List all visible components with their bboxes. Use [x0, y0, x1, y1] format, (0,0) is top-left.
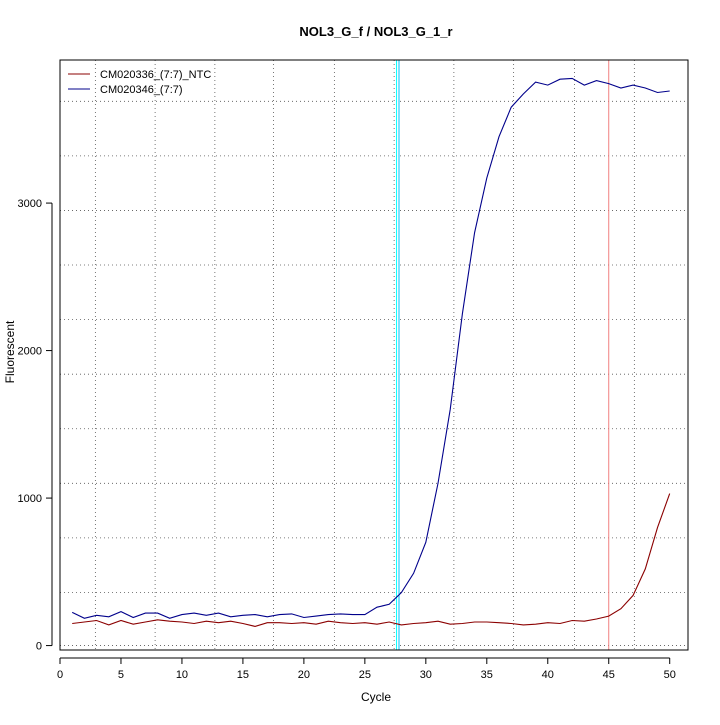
legend-label-1: CM020336_(7:7)_NTC	[100, 69, 211, 81]
x-tick-label: 40	[542, 669, 554, 681]
y-tick-label: 3000	[18, 198, 42, 210]
y-tick-label: 0	[36, 641, 42, 653]
x-tick-label: 25	[359, 669, 371, 681]
x-tick-label: 35	[481, 669, 493, 681]
x-tick-label: 0	[57, 669, 63, 681]
x-tick-label: 45	[603, 669, 615, 681]
axes-layer: 0 5 10 15 20 25 30 35 40 45 50 0 1000 2000 3000	[18, 59, 689, 681]
x-tick-label: 20	[298, 669, 310, 681]
x-tick-label: 5	[118, 669, 124, 681]
grid-layer	[60, 60, 688, 650]
x-tick-label: 15	[237, 669, 249, 681]
y-tick-label: 1000	[18, 493, 42, 505]
legend-label-2: CM020346_(7:7)	[100, 84, 183, 96]
y-axis-label: Fluorescent	[3, 320, 17, 383]
plot-frame	[59, 59, 689, 651]
series-line-1	[72, 493, 671, 627]
x-tick-label: 50	[664, 669, 676, 681]
series-layer	[71, 77, 671, 627]
legend: CM020336_(7:7)_NTC CM020346_(7:7)	[68, 69, 211, 96]
chart-title: NOL3_G_f / NOL3_G_1_r	[299, 24, 452, 39]
series-line-2	[71, 77, 670, 619]
y-tick-label: 2000	[18, 346, 42, 358]
threshold-lines	[396, 60, 610, 650]
x-tick-label: 30	[420, 669, 432, 681]
x-axis-label: Cycle	[361, 690, 391, 704]
x-tick-label: 10	[176, 669, 188, 681]
